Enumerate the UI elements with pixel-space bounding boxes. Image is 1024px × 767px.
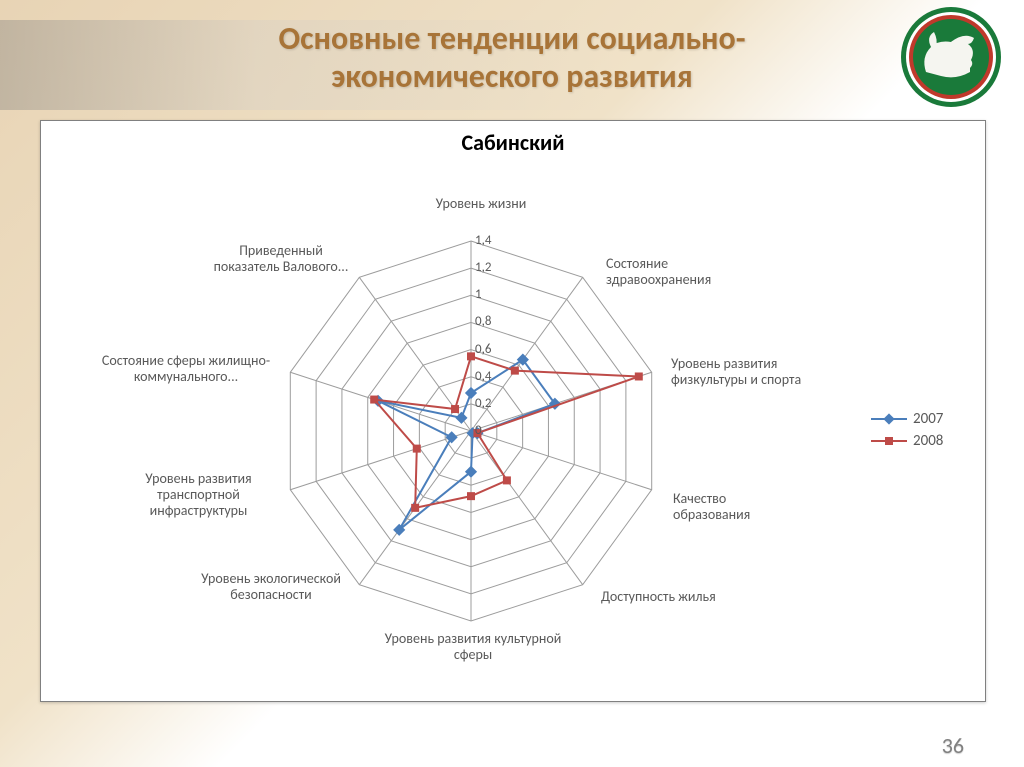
radar-chart: Сабинский 20072008 00,20,40,60,811,21,4У… bbox=[40, 120, 986, 702]
axis-label: Уровень развития транспортной инфраструк… bbox=[116, 471, 281, 519]
page-title: Основные тенденции социально- экономичес… bbox=[0, 20, 1024, 97]
legend-label: 2008 bbox=[913, 432, 943, 450]
legend-swatch bbox=[871, 412, 907, 426]
legend-label: 2007 bbox=[913, 410, 943, 428]
ring-label: 0 bbox=[475, 423, 482, 438]
ring-label: 1,4 bbox=[475, 233, 491, 248]
axis-label: Уровень развития культурной сферы bbox=[383, 631, 563, 663]
axis-label: Уровень экологической безопасности bbox=[191, 571, 351, 603]
ring-label: 1,2 bbox=[475, 260, 491, 275]
ring-label: 0,8 bbox=[475, 314, 491, 329]
ring-label: 0,2 bbox=[475, 396, 491, 411]
ring-label: 0,6 bbox=[475, 342, 491, 357]
axis-label: Приведенный показатель Валового... bbox=[206, 243, 356, 275]
axis-label: Качество образования bbox=[673, 491, 803, 523]
title-line2: экономического развития bbox=[331, 57, 692, 96]
legend-item: 2007 bbox=[871, 410, 943, 428]
ring-label: 0,4 bbox=[475, 369, 491, 384]
coat-of-arms-icon bbox=[896, 2, 1006, 112]
axis-label: Состояние здравоохранения bbox=[606, 256, 756, 288]
axis-label: Доступность жилья bbox=[601, 589, 761, 605]
axis-label: Уровень жизни bbox=[421, 196, 541, 212]
legend-item: 2008 bbox=[871, 432, 943, 450]
slide: Основные тенденции социально- экономичес… bbox=[0, 0, 1024, 767]
ring-label: 1 bbox=[475, 287, 482, 302]
page-number: 36 bbox=[942, 732, 964, 759]
axis-label: Уровень развития физкультуры и спорта bbox=[671, 356, 841, 388]
title-line1: Основные тенденции социально- bbox=[279, 19, 746, 58]
legend: 2007 2008 bbox=[871, 406, 943, 454]
axis-label: Состояние сферы жилищно-коммунального... bbox=[101, 353, 271, 385]
legend-swatch bbox=[871, 434, 907, 448]
